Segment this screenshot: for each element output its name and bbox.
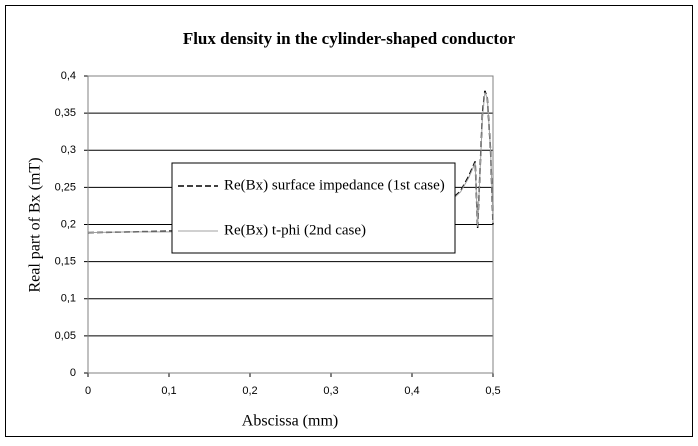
- legend-box: [171, 162, 456, 254]
- x-axis-label: Abscissa (mm): [242, 413, 338, 430]
- y-tick-label: 0,4: [61, 70, 76, 82]
- legend-label: Re(Bx) surface impedance (1st case): [224, 177, 445, 193]
- legend-label: Re(Bx) t-phi (2nd case): [224, 222, 366, 238]
- x-tick-label: 0,4: [404, 385, 419, 397]
- x-tick-label: 0,1: [161, 385, 176, 397]
- x-tick-label: 0: [85, 385, 91, 397]
- y-tick-label: 0,2: [61, 218, 76, 230]
- y-tick-label: 0,05: [55, 330, 76, 342]
- y-tick-label: 0,35: [55, 107, 76, 119]
- y-tick-label: 0,3: [61, 144, 76, 156]
- x-tick-label: 0,5: [485, 385, 500, 397]
- y-tick-label: 0,25: [55, 181, 76, 193]
- y-tick-label: 0,1: [61, 293, 76, 305]
- y-axis-label: Real part of Bx (mT): [27, 157, 44, 292]
- y-tick-label: 0,15: [55, 256, 76, 268]
- x-tick-label: 0,3: [323, 385, 338, 397]
- chart-title: Flux density in the cylinder-shaped cond…: [183, 29, 516, 48]
- y-tick-label: 0: [70, 367, 76, 379]
- x-tick-label: 0,2: [242, 385, 257, 397]
